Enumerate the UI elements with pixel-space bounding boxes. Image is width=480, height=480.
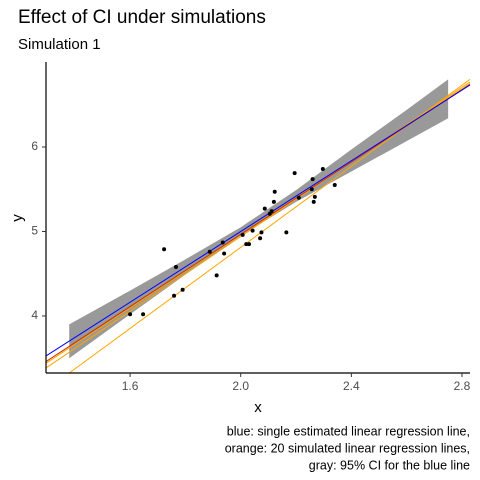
x-tick-label: 2.4 xyxy=(343,379,360,393)
point xyxy=(284,230,289,235)
point xyxy=(172,293,177,298)
point xyxy=(269,209,274,214)
point xyxy=(258,236,263,241)
annotation: gray: 95% CI for the blue line xyxy=(309,458,470,472)
point xyxy=(310,177,315,182)
regression-line xyxy=(45,84,471,357)
ci-band xyxy=(69,79,449,359)
annotation: orange: 20 simulated linear regression l… xyxy=(225,441,470,455)
y-axis-label: y xyxy=(9,214,26,222)
point xyxy=(214,273,219,278)
point xyxy=(173,264,178,269)
point xyxy=(272,189,277,194)
point xyxy=(296,195,301,200)
point xyxy=(320,166,325,171)
point xyxy=(207,249,212,254)
point xyxy=(271,199,276,204)
point xyxy=(180,287,185,292)
point xyxy=(312,194,317,199)
annotation: blue: single estimated linear regression… xyxy=(227,424,470,438)
point xyxy=(292,171,297,176)
point xyxy=(162,247,167,252)
x-tick-label: 1.6 xyxy=(122,379,139,393)
x-tick-label: 2.0 xyxy=(232,379,249,393)
point xyxy=(240,232,245,237)
y-tick-label: 5 xyxy=(31,224,38,238)
regression-line xyxy=(45,81,471,369)
point xyxy=(259,230,264,235)
point xyxy=(309,187,314,192)
point xyxy=(332,183,337,188)
point xyxy=(247,242,252,247)
point xyxy=(222,251,227,256)
chart-subtitle: Simulation 1 xyxy=(18,36,101,53)
point xyxy=(262,206,267,211)
point xyxy=(244,242,249,247)
y-tick-label: 6 xyxy=(31,139,38,153)
point xyxy=(128,312,133,317)
x-tick-label: 2.8 xyxy=(454,379,471,393)
point xyxy=(311,199,316,204)
chart-title: Effect of CI under simulations xyxy=(18,7,266,28)
point xyxy=(141,312,146,317)
point xyxy=(220,240,225,245)
x-axis-label: x xyxy=(254,399,262,416)
point xyxy=(250,228,255,233)
y-tick-label: 4 xyxy=(31,308,38,322)
